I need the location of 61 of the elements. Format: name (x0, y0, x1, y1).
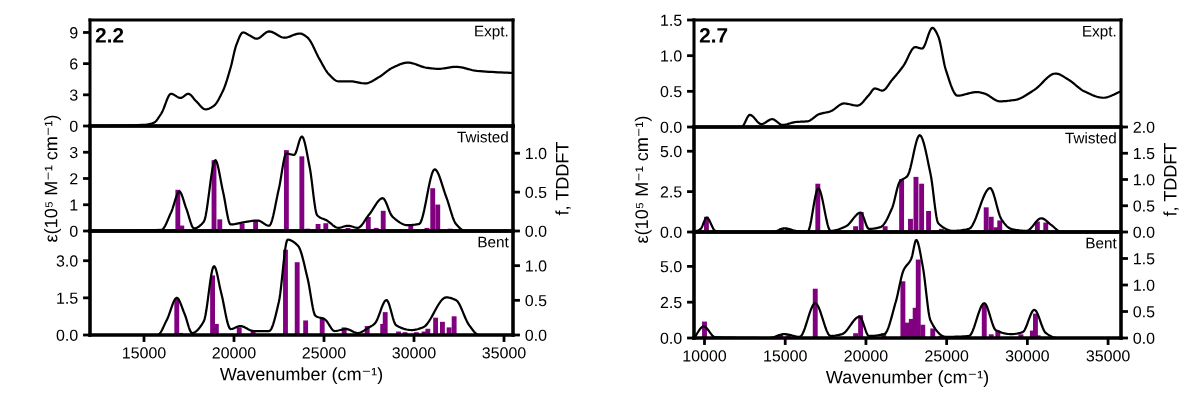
x-tick-label: 30000 (392, 347, 436, 359)
x-tick-label: 20000 (212, 347, 256, 359)
y-tick-label: 9 (70, 27, 78, 39)
y-axis-title: ε(10⁵ M⁻¹ cm⁻¹) (44, 115, 61, 242)
y-axis-title: ε(10⁵ M⁻¹ cm⁻¹) (634, 116, 652, 243)
y-tick-label: 5.0 (660, 261, 682, 273)
y2-axis-title: f, TDDFT (1163, 142, 1179, 217)
y-tick-label: 2 (70, 173, 78, 185)
x-tick-label: 30000 (1005, 350, 1049, 362)
y-tick-label: 3 (69, 89, 78, 101)
annotation: Expt. (475, 25, 508, 40)
chart-title: 2.7 (699, 28, 728, 43)
annotation: Bent (1086, 237, 1117, 249)
x-tick-label: 35000 (1086, 350, 1130, 362)
x-tick-label: 35000 (482, 347, 526, 359)
y-tick-label: 5.0 (660, 145, 682, 158)
annotation: Twisted (457, 131, 508, 143)
y2-tick-label: 1.5 (1134, 148, 1155, 160)
y2-tick-label: 0.0 (1133, 332, 1155, 344)
y2-tick-label: 0.0 (525, 329, 547, 341)
annotation: Bent (478, 236, 509, 248)
annotation: Expt. (1083, 25, 1116, 40)
x-tick-label: 25000 (925, 350, 969, 362)
y2-axis-title: f, TDDFT (555, 141, 571, 216)
x-tick-label: 10000 (683, 350, 727, 362)
x-tick-label: 15000 (123, 347, 166, 359)
y-tick-label: 0 (69, 225, 78, 237)
y-tick-label: 0.0 (56, 329, 78, 341)
y-tick-label: 0.0 (660, 121, 682, 133)
y2-tick-label: 1.0 (1134, 279, 1155, 291)
y2-tick-label: 0.5 (1133, 200, 1155, 212)
y2-tick-label: 0.0 (1133, 226, 1155, 238)
y-tick-label: 1 (70, 199, 78, 211)
y-tick-label: 1.0 (661, 50, 682, 62)
y-tick-label: 1.5 (661, 14, 682, 26)
x-tick-label: 25000 (302, 347, 346, 359)
y2-tick-label: 1.0 (1134, 174, 1155, 186)
annotation: Twisted (1065, 132, 1116, 144)
y-tick-label: 1.5 (57, 292, 78, 304)
y-tick-label: 0.0 (660, 332, 682, 344)
x-tick-label: 15000 (764, 350, 807, 362)
y2-tick-label: 0.5 (525, 294, 547, 307)
y-tick-label: 2.5 (660, 186, 682, 198)
y2-tick-label: 1.0 (526, 147, 547, 160)
y2-tick-label: 0.5 (1133, 306, 1155, 318)
y-tick-label: 0.5 (660, 85, 682, 98)
x-axis-title: Wavenumber (cm⁻¹) (219, 367, 383, 385)
y2-tick-label: 1.5 (1134, 253, 1155, 265)
y-tick-label: 3 (69, 146, 78, 159)
y2-tick-label: 0.5 (525, 186, 547, 199)
y2-tick-label: 0.0 (525, 225, 547, 237)
chart-title: 2.2 (95, 27, 124, 43)
y-tick-label: 0.0 (660, 226, 682, 238)
y-tick-label: 0 (69, 120, 78, 132)
x-tick-label: 20000 (844, 350, 888, 362)
y-tick-label: 2.5 (660, 296, 682, 309)
x-axis-title: Wavenumber (cm⁻¹) (825, 370, 989, 388)
y2-tick-label: 2.0 (1133, 121, 1155, 133)
y2-tick-label: 1.0 (526, 260, 547, 272)
y-tick-label: 3.0 (56, 255, 78, 267)
y-tick-label: 6 (70, 58, 78, 70)
